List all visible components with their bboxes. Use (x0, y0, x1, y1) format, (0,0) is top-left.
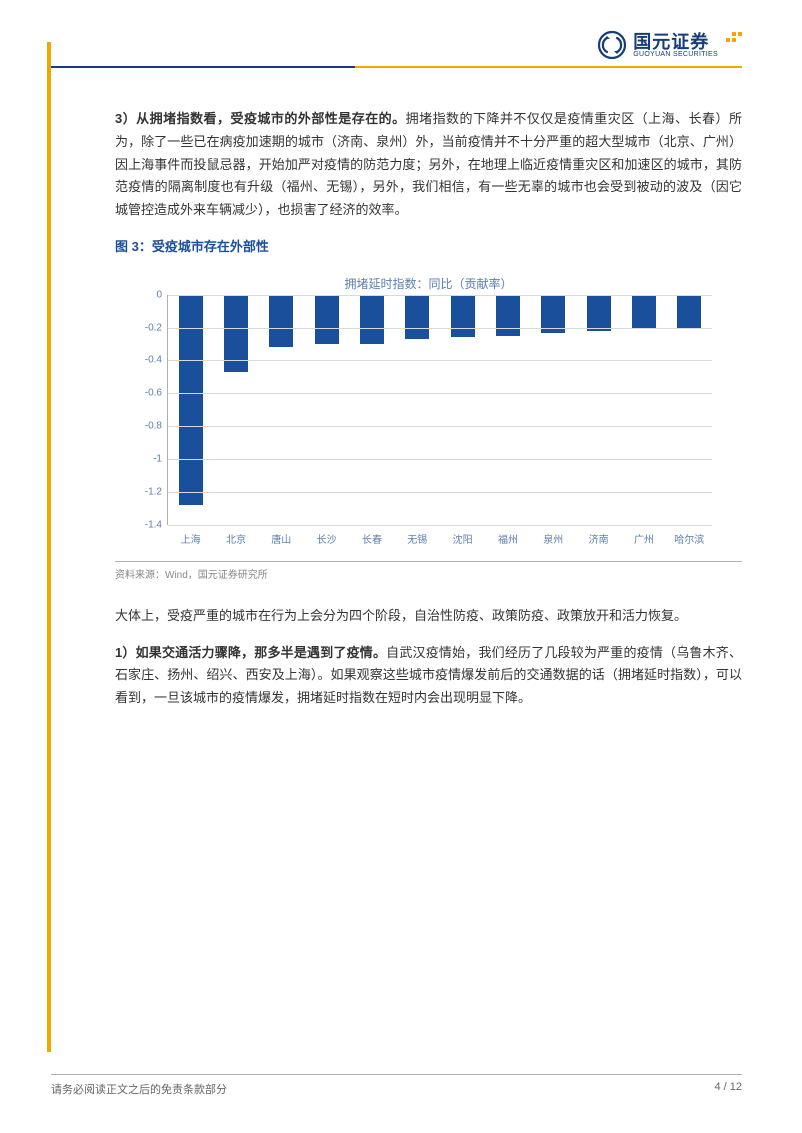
logo-dots-icon (726, 32, 742, 53)
chart-xtick: 长沙 (317, 531, 337, 546)
header-divider (51, 66, 742, 68)
chart-ytick: -0.4 (145, 355, 162, 366)
chart-gridline (168, 295, 712, 296)
chart-xtick: 唐山 (271, 531, 291, 546)
footer-disclaimer: 请务必阅读正文之后的免责条款部分 (51, 1081, 227, 1097)
logo-icon (597, 30, 627, 60)
chart-gridline (168, 459, 712, 460)
chart-xtick: 广州 (634, 531, 654, 546)
paragraph-3: 1）如果交通活力骤降，那多半是遇到了疫情。自武汉疫情始，我们经历了几段较为严重的… (115, 642, 742, 710)
chart-xtick: 无锡 (407, 531, 427, 546)
chart-bar-slot: 上海 (168, 295, 213, 525)
chart-gridline (168, 393, 712, 394)
paragraph-1-lead: 3）从拥堵指数看，受疫城市的外部性是存在的。 (115, 111, 406, 126)
chart-gridline (168, 492, 712, 493)
chart-ytick: -0.8 (145, 421, 162, 432)
header-logo: 国元证券 GUOYUAN SECURITIES (597, 30, 742, 60)
chart-ytick: -1.4 (145, 519, 162, 530)
chart-bar (405, 295, 429, 339)
chart-ytick: -0.6 (145, 388, 162, 399)
chart-bar (587, 295, 611, 331)
page-footer: 请务必阅读正文之后的免责条款部分 4 / 12 (51, 1074, 742, 1097)
chart-title: 拥堵延时指数：同比（贡献率） (115, 275, 742, 292)
chart-bar-slot: 福州 (485, 295, 530, 525)
chart-ytick: 0 (156, 289, 162, 300)
chart-bar-slot: 沈阳 (440, 295, 485, 525)
figure-caption: 图 3：受疫城市存在外部性 (115, 236, 742, 255)
paragraph-3-lead: 1）如果交通活力骤降，那多半是遇到了疫情。 (115, 645, 386, 660)
chart-xtick: 哈尔滨 (674, 531, 704, 546)
chart-gridline (168, 525, 712, 526)
chart-ytick: -1 (153, 454, 162, 465)
chart-bar (496, 295, 520, 336)
chart-plot-area: 上海北京唐山长沙长春无锡沈阳福州泉州济南广州哈尔滨 0-0.2-0.4-0.6-… (167, 295, 712, 525)
chart-source: 资料来源：Wind，国元证券研究所 (115, 566, 742, 581)
chart-ytick: -0.2 (145, 322, 162, 333)
company-name-cn: 国元证券 (633, 33, 718, 51)
chart-bar-slot: 北京 (213, 295, 258, 525)
chart-gridline (168, 360, 712, 361)
chart-xtick: 沈阳 (453, 531, 473, 546)
chart-bar-slot: 济南 (576, 295, 621, 525)
chart-bar-slot: 唐山 (259, 295, 304, 525)
chart-xtick: 北京 (226, 531, 246, 546)
chart-gridline (168, 426, 712, 427)
chart-bar (315, 295, 339, 344)
company-name-en: GUOYUAN SECURITIES (633, 51, 718, 58)
chart-bar-slot: 哈尔滨 (667, 295, 712, 525)
paragraph-1-body: 拥堵指数的下降并不仅仅是疫情重灾区（上海、长春）所为，除了一些已在病疫加速期的城… (115, 111, 742, 217)
chart-bar-slot: 广州 (621, 295, 666, 525)
chart-xtick: 长春 (362, 531, 382, 546)
chart-bar-slot: 无锡 (395, 295, 440, 525)
chart-bar (677, 295, 701, 330)
chart-bars: 上海北京唐山长沙长春无锡沈阳福州泉州济南广州哈尔滨 (168, 295, 712, 525)
footer-page-number: 4 / 12 (714, 1081, 742, 1097)
chart-bar-slot: 泉州 (531, 295, 576, 525)
chart-xtick: 上海 (181, 531, 201, 546)
chart-bar (360, 295, 384, 344)
chart-xtick: 福州 (498, 531, 518, 546)
chart-bar (632, 295, 656, 330)
chart-bar (269, 295, 293, 348)
chart-xtick: 济南 (589, 531, 609, 546)
chart-bar (179, 295, 203, 505)
paragraph-1: 3）从拥堵指数看，受疫城市的外部性是存在的。拥堵指数的下降并不仅仅是疫情重灾区（… (115, 108, 742, 222)
chart-bar-slot: 长沙 (304, 295, 349, 525)
chart-bar-slot: 长春 (349, 295, 394, 525)
chart-xtick: 泉州 (543, 531, 563, 546)
side-accent-bar (47, 42, 51, 1052)
chart-bar (451, 295, 475, 338)
paragraph-2: 大体上，受疫严重的城市在行为上会分为四个阶段，自治性防疫、政策防疫、政策放开和活… (115, 605, 742, 628)
chart-gridline (168, 328, 712, 329)
chart-ytick: -1.2 (145, 486, 162, 497)
chart-congestion-externality: 拥堵延时指数：同比（贡献率） 上海北京唐山长沙长春无锡沈阳福州泉州济南广州哈尔滨… (115, 265, 742, 555)
